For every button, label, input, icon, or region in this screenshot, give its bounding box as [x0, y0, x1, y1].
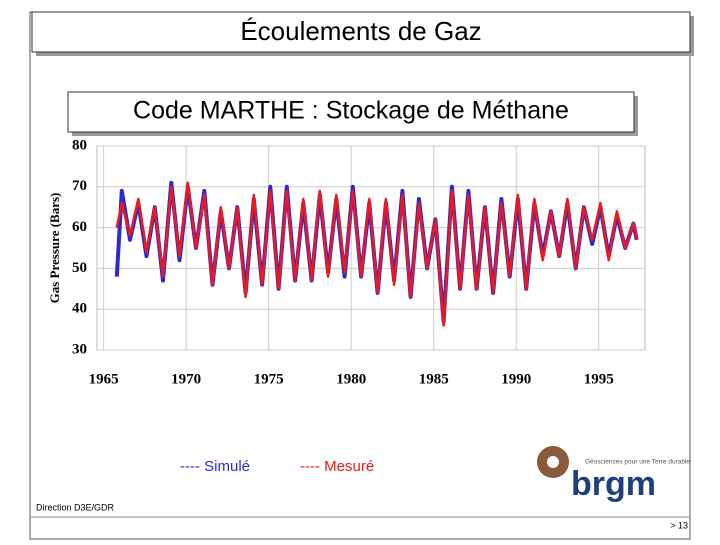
x-tick-label: 1980 — [336, 371, 366, 387]
x-tick-label: 1985 — [419, 371, 449, 387]
legend-entry: ---- Mesuré — [300, 458, 374, 475]
footer: Direction D3E/GDR — [36, 502, 115, 512]
plot-area — [96, 145, 646, 351]
legend-entry: ---- Simulé — [180, 458, 250, 475]
y-tick-label: 40 — [72, 301, 87, 317]
logo-text: brgm — [571, 465, 656, 503]
logo-tagline: Géosciences pour une Terre durable — [585, 459, 690, 466]
logo-icon — [547, 456, 559, 468]
slide-title: Écoulements de Gaz — [240, 16, 481, 46]
x-tick-label: 1975 — [254, 371, 284, 387]
y-tick-label: 80 — [72, 137, 87, 153]
y-axis-label: Gas Pressure (Bars) — [47, 193, 62, 304]
y-tick-label: 70 — [72, 178, 87, 194]
plot: 30 40 50 60 70 80 1965 1970 1975 1980 1985 1990 1995 — [72, 137, 646, 387]
y-tick-label: 50 — [72, 260, 87, 276]
x-tick-label: 1995 — [584, 371, 614, 387]
x-tick-label: 1965 — [89, 371, 119, 387]
y-tick-label: 60 — [72, 219, 87, 235]
title-box — [31, 11, 691, 53]
chart-title: Code MARTHE : Stockage de Méthane — [133, 97, 569, 125]
y-tick-label: 30 — [72, 341, 87, 357]
logo: Géosciences pour une Terre durable brgm — [537, 446, 690, 503]
x-tick-label: 1970 — [171, 371, 201, 387]
chart-title-box — [67, 91, 635, 133]
page-number: > 13 — [670, 520, 688, 530]
data-line — [115, 181, 638, 327]
x-tick-label: 1990 — [501, 371, 531, 387]
